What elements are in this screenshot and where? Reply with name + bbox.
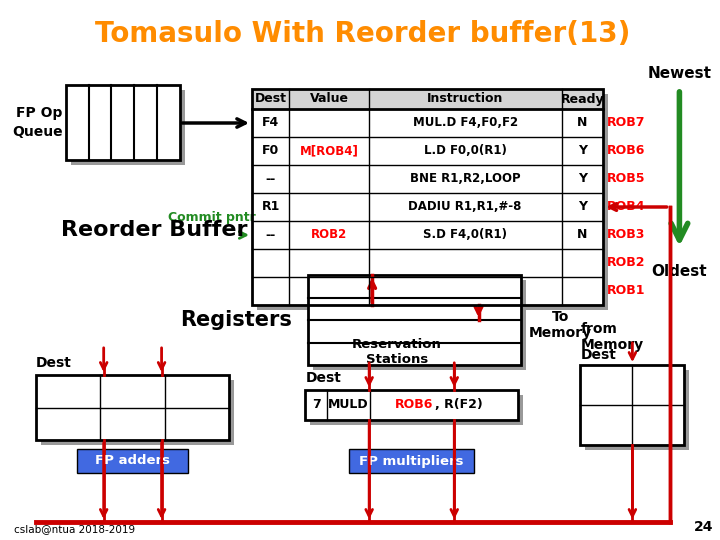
Text: BNE R1,R2,LOOP: BNE R1,R2,LOOP xyxy=(410,172,521,186)
Text: , R(F2): , R(F2) xyxy=(435,399,482,411)
Text: FP Op: FP Op xyxy=(17,105,63,119)
Bar xyxy=(252,89,603,305)
Text: ROB7: ROB7 xyxy=(607,117,646,130)
FancyBboxPatch shape xyxy=(305,390,518,420)
FancyBboxPatch shape xyxy=(349,449,474,473)
Text: L.D F0,0(R1): L.D F0,0(R1) xyxy=(423,145,507,158)
Text: Reservation
Stations: Reservation Stations xyxy=(352,338,442,366)
Text: N: N xyxy=(577,228,588,241)
Text: FP adders: FP adders xyxy=(95,455,170,468)
Text: DADIU R1,R1,#-8: DADIU R1,R1,#-8 xyxy=(408,200,522,213)
FancyBboxPatch shape xyxy=(252,109,603,305)
Text: Tomasulo With Reorder buffer(13): Tomasulo With Reorder buffer(13) xyxy=(95,20,631,48)
Text: --: -- xyxy=(266,228,276,241)
Text: Newest: Newest xyxy=(647,66,711,81)
FancyBboxPatch shape xyxy=(252,89,603,109)
Text: Dest: Dest xyxy=(36,356,72,370)
Text: Reorder Buffer: Reorder Buffer xyxy=(61,220,248,240)
Text: ROB2: ROB2 xyxy=(607,256,646,269)
Text: Dest: Dest xyxy=(580,348,616,362)
FancyBboxPatch shape xyxy=(71,90,184,165)
FancyBboxPatch shape xyxy=(310,395,523,425)
Text: F0: F0 xyxy=(262,145,279,158)
FancyBboxPatch shape xyxy=(77,449,188,473)
Text: ROB4: ROB4 xyxy=(607,200,646,213)
Text: Dest: Dest xyxy=(305,371,341,385)
Text: cslab@ntua 2018-2019: cslab@ntua 2018-2019 xyxy=(14,524,135,534)
Text: R1: R1 xyxy=(261,200,280,213)
FancyBboxPatch shape xyxy=(41,380,234,445)
Text: S.D F4,0(R1): S.D F4,0(R1) xyxy=(423,228,507,241)
Text: Instruction: Instruction xyxy=(427,92,503,105)
Text: ROB6: ROB6 xyxy=(607,145,646,158)
Text: ROB2: ROB2 xyxy=(311,228,347,241)
Text: Commit pntr: Commit pntr xyxy=(168,211,256,224)
Text: M[ROB4]: M[ROB4] xyxy=(300,145,359,158)
FancyBboxPatch shape xyxy=(257,94,608,310)
FancyBboxPatch shape xyxy=(308,275,521,365)
Text: MULD: MULD xyxy=(328,399,368,411)
Text: 7: 7 xyxy=(312,399,320,411)
Text: FP multipliers: FP multipliers xyxy=(359,455,464,468)
FancyBboxPatch shape xyxy=(36,375,229,440)
Text: Y: Y xyxy=(578,200,587,213)
Text: ROB6: ROB6 xyxy=(395,399,433,411)
Text: Y: Y xyxy=(578,172,587,186)
Text: ROB3: ROB3 xyxy=(607,228,646,241)
Text: Oldest: Oldest xyxy=(652,264,707,279)
FancyBboxPatch shape xyxy=(66,85,179,160)
Text: --: -- xyxy=(266,172,276,186)
FancyBboxPatch shape xyxy=(580,365,685,445)
Text: To
Memory: To Memory xyxy=(529,310,593,340)
Text: from
Memory: from Memory xyxy=(580,322,644,352)
Text: Value: Value xyxy=(310,92,348,105)
Text: F4: F4 xyxy=(262,117,279,130)
Text: 24: 24 xyxy=(693,520,713,534)
Text: Queue: Queue xyxy=(12,125,63,139)
Text: Dest: Dest xyxy=(255,92,287,105)
Text: Y: Y xyxy=(578,145,587,158)
Text: Ready: Ready xyxy=(561,92,604,105)
FancyBboxPatch shape xyxy=(585,370,689,450)
Text: N: N xyxy=(577,117,588,130)
Text: ROB5: ROB5 xyxy=(607,172,646,186)
Text: Registers: Registers xyxy=(179,310,292,330)
FancyBboxPatch shape xyxy=(313,280,526,370)
Text: MUL.D F4,F0,F2: MUL.D F4,F0,F2 xyxy=(413,117,518,130)
Text: ROB1: ROB1 xyxy=(607,285,646,298)
